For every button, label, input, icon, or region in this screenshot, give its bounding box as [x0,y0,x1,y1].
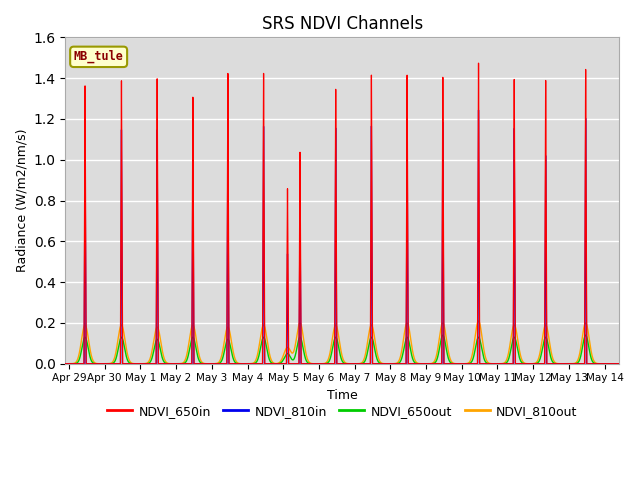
NDVI_810out [79,327,87,333]
NDVI_810out [475,318,483,324]
NDVI_810in [356,361,364,367]
NDVI_650in [475,60,483,66]
NDVI_650out [356,361,364,367]
NDVI_650out [61,361,69,367]
NDVI_810in [475,107,483,113]
Text: MB_tule: MB_tule [74,50,124,63]
Line: NDVI_650out: NDVI_650out [65,335,623,364]
Y-axis label: Radiance (W/m2/nm/s): Radiance (W/m2/nm/s) [15,129,28,272]
NDVI_810out [61,361,69,367]
NDVI_650out [184,355,191,361]
Line: NDVI_650in: NDVI_650in [65,63,623,364]
Title: SRS NDVI Channels: SRS NDVI Channels [262,15,423,33]
NDVI_810out [356,360,364,366]
NDVI_650in [195,361,203,367]
Line: NDVI_810out: NDVI_810out [65,321,623,364]
NDVI_650out [79,339,87,345]
NDVI_810out [184,348,191,354]
X-axis label: Time: Time [327,389,358,402]
NDVI_650in [61,361,69,367]
NDVI_810in [184,361,191,367]
NDVI_650in [356,361,364,367]
NDVI_810in [61,361,69,367]
NDVI_810out [122,344,130,350]
NDVI_650out [195,358,203,363]
Legend: NDVI_650in, NDVI_810in, NDVI_650out, NDVI_810out: NDVI_650in, NDVI_810in, NDVI_650out, NDV… [102,400,582,423]
NDVI_810out [195,352,203,358]
NDVI_650out [439,332,447,338]
NDVI_650in [184,361,191,367]
NDVI_650in [545,361,552,367]
NDVI_810in [122,361,130,367]
NDVI_650out [122,353,130,359]
NDVI_650in [79,361,87,367]
NDVI_650out [619,361,627,367]
NDVI_810out [545,332,552,337]
NDVI_650out [545,343,552,348]
Line: NDVI_810in: NDVI_810in [65,110,623,364]
NDVI_650in [122,361,130,367]
NDVI_810in [619,361,627,367]
NDVI_810in [545,361,552,367]
NDVI_810out [619,361,627,367]
NDVI_810in [79,361,87,367]
NDVI_650in [619,361,627,367]
NDVI_810in [195,361,203,367]
